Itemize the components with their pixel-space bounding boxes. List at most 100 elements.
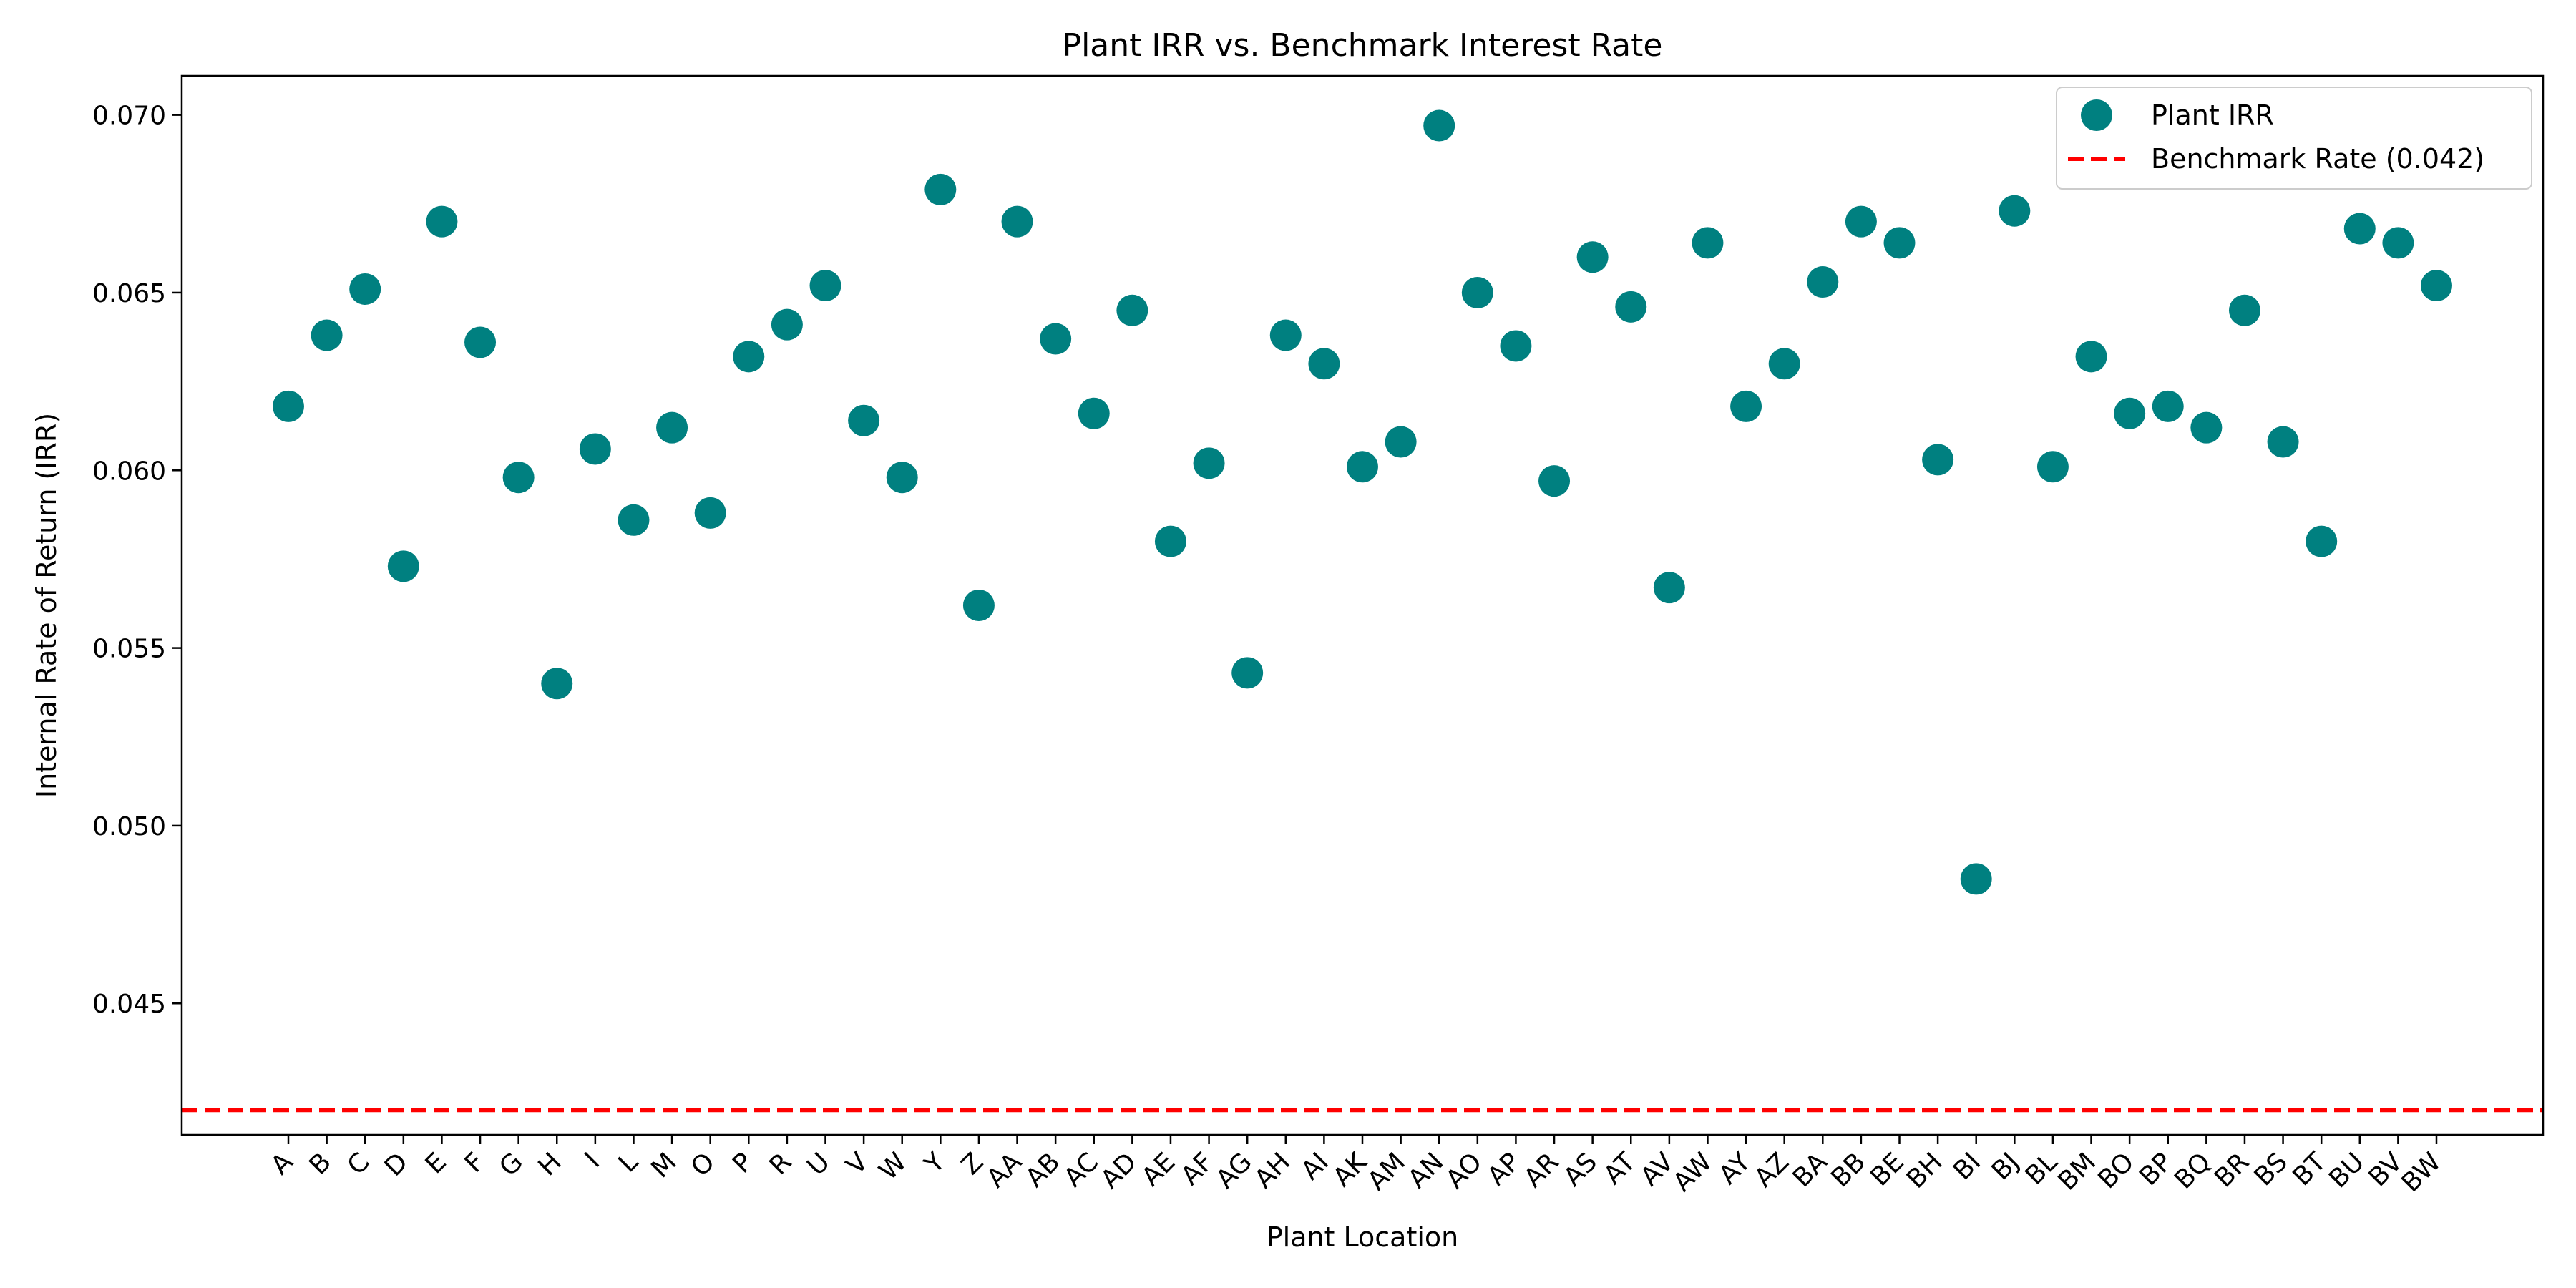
chart-title: Plant IRR vs. Benchmark Interest Rate	[1063, 27, 1663, 64]
y-tick-label: 0.065	[92, 279, 166, 308]
data-point	[886, 462, 918, 494]
data-point	[311, 319, 343, 351]
x-tick-label: BA	[1787, 1147, 1833, 1193]
data-point	[2114, 397, 2146, 429]
data-point	[502, 462, 535, 494]
x-tick-label: BU	[2323, 1147, 2370, 1194]
data-point	[349, 273, 381, 305]
data-point	[2421, 270, 2452, 302]
x-tick-label: V	[841, 1147, 874, 1181]
x-tick-label: BR	[2209, 1147, 2255, 1193]
data-point	[387, 550, 419, 582]
data-point	[962, 590, 995, 621]
data-point	[733, 341, 765, 373]
x-tick-label: AT	[1599, 1147, 1642, 1191]
data-point	[1845, 205, 1877, 238]
data-point	[1922, 444, 1954, 476]
x-tick-label: AR	[1518, 1147, 1564, 1193]
data-point	[1692, 227, 1724, 259]
x-tick-label: AK	[1327, 1146, 1373, 1192]
data-point	[2036, 451, 2069, 483]
y-tick-label: 0.060	[92, 457, 166, 486]
x-tick-label: AZ	[1749, 1147, 1795, 1193]
x-tick-label: AW	[1668, 1147, 1718, 1197]
x-tick-label: AD	[1096, 1147, 1143, 1194]
data-point	[2267, 426, 2299, 458]
data-point	[1461, 276, 1493, 308]
data-point	[1308, 348, 1340, 380]
x-tick-label: BH	[1901, 1147, 1948, 1194]
x-tick-label: AV	[1635, 1147, 1679, 1191]
data-point	[1269, 319, 1302, 351]
x-tick-label: W	[874, 1147, 912, 1186]
plot-marks	[182, 109, 2543, 1113]
data-point	[809, 270, 841, 302]
data-point	[426, 205, 458, 238]
legend-marker-plant-irr	[2081, 99, 2112, 131]
data-point	[2306, 525, 2338, 557]
x-tick-label: I	[580, 1147, 606, 1174]
x-tick-label: A	[265, 1147, 299, 1181]
data-point	[1385, 426, 1417, 458]
x-tick-label: C	[342, 1147, 376, 1181]
y-tick-label: 0.070	[92, 102, 166, 131]
x-tick-label: O	[686, 1147, 721, 1182]
data-point	[579, 433, 611, 465]
x-tick-label: BB	[1825, 1147, 1871, 1193]
x-tick-label: AP	[1482, 1147, 1526, 1191]
x-tick-label: BP	[2134, 1147, 2178, 1191]
x-tick-label: BE	[1865, 1147, 1910, 1192]
data-point	[2382, 227, 2414, 259]
y-tick-label: 0.055	[92, 635, 166, 664]
x-tick-label: BL	[2020, 1147, 2064, 1191]
data-point	[924, 173, 957, 205]
data-point	[1193, 447, 1225, 479]
x-tick-label: AH	[1249, 1147, 1297, 1194]
data-point	[1116, 294, 1148, 326]
data-point	[1423, 109, 1455, 142]
data-point	[2075, 341, 2107, 373]
data-point	[1538, 465, 1571, 497]
x-tick-label: G	[494, 1147, 529, 1182]
y-tick-label: 0.050	[92, 812, 166, 841]
x-tick-label: AN	[1402, 1147, 1449, 1194]
x-tick-label: BI	[1948, 1147, 1986, 1186]
x-tick-label: L	[613, 1147, 644, 1178]
x-tick-label: BJ	[1986, 1147, 2025, 1186]
x-tick-label: D	[379, 1147, 414, 1182]
y-axis: 0.045 0.050 0.055 0.060 0.065 0.070	[92, 102, 182, 1019]
x-tick-label: P	[727, 1147, 758, 1179]
data-point	[694, 497, 726, 529]
y-axis-label: Internal Rate of Return (IRR)	[31, 413, 62, 798]
data-point	[618, 504, 650, 536]
data-point	[1615, 291, 1647, 323]
plot-frame	[180, 74, 2545, 1136]
x-tick-label: AE	[1136, 1147, 1181, 1191]
x-tick-label: R	[764, 1147, 798, 1181]
data-point	[1154, 525, 1186, 557]
legend-label-benchmark: Benchmark Rate (0.042)	[2151, 143, 2484, 175]
data-point	[1807, 266, 1839, 298]
x-tick-label: AI	[1296, 1147, 1335, 1186]
x-tick-label: F	[459, 1147, 491, 1179]
legend: Plant IRR Benchmark Rate (0.042)	[2056, 87, 2532, 190]
x-tick-label: AB	[1020, 1147, 1066, 1193]
x-tick-label: AS	[1558, 1147, 1603, 1192]
data-point	[2343, 213, 2376, 245]
x-axis-label: Plant Location	[1267, 1221, 1459, 1253]
x-tick-label: Y	[918, 1147, 951, 1180]
x-tick-label: BO	[2092, 1147, 2140, 1194]
data-point	[1347, 451, 1378, 483]
data-point	[1231, 657, 1264, 689]
data-point	[771, 308, 803, 341]
x-tick-label: AA	[981, 1147, 1028, 1194]
x-tick-label: BS	[2249, 1147, 2293, 1191]
data-point	[273, 390, 304, 422]
x-tick-label: AF	[1176, 1147, 1219, 1191]
x-tick-label: H	[532, 1147, 567, 1181]
x-tick-label: AC	[1058, 1147, 1104, 1193]
data-point	[1883, 227, 1916, 259]
data-point	[656, 411, 688, 444]
legend-box	[2056, 87, 2532, 190]
